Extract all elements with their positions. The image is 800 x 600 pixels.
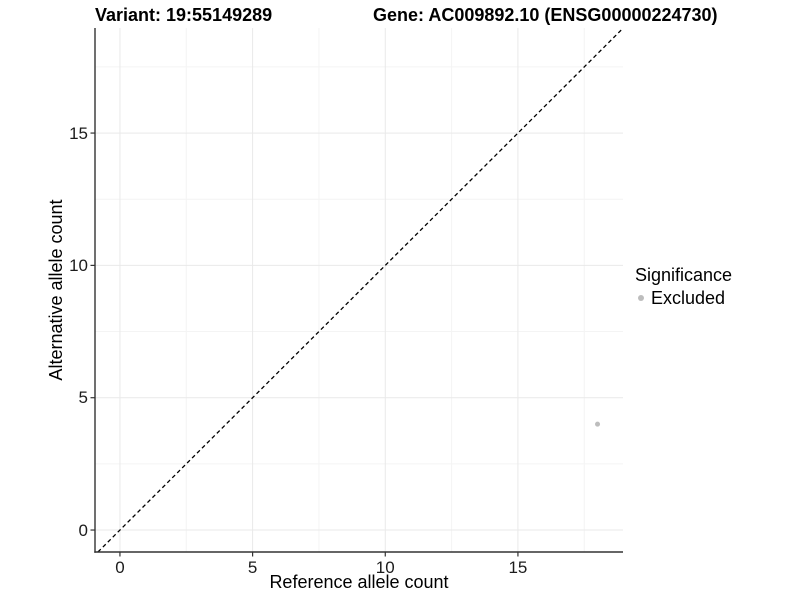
y-tick-label: 10: [69, 255, 88, 275]
data-point: [595, 421, 601, 427]
legend-item-label: Excluded: [651, 288, 726, 308]
x-tick-label: 0: [115, 558, 125, 577]
y-tick-label: 15: [69, 123, 88, 143]
legend-title: Significance: [635, 265, 733, 285]
excluded-point-icon: [638, 295, 644, 301]
plot-title-gene: Gene: AC009892.10 (ENSG00000224730): [373, 5, 718, 25]
x-tick-label: 10: [375, 558, 395, 577]
y-tick-label: 5: [78, 388, 88, 408]
x-tick-label: 5: [247, 558, 258, 577]
x-axis-title: Reference allele count: [269, 572, 449, 592]
plot-title-variant: Variant: 19:55149289: [95, 5, 273, 25]
identity-line: [97, 27, 624, 553]
y-tick-label: 0: [78, 520, 88, 540]
x-tick-label: 15: [508, 558, 528, 577]
legend-item-excluded: Excluded: [635, 288, 732, 308]
legend: Significance Excluded: [635, 264, 732, 308]
